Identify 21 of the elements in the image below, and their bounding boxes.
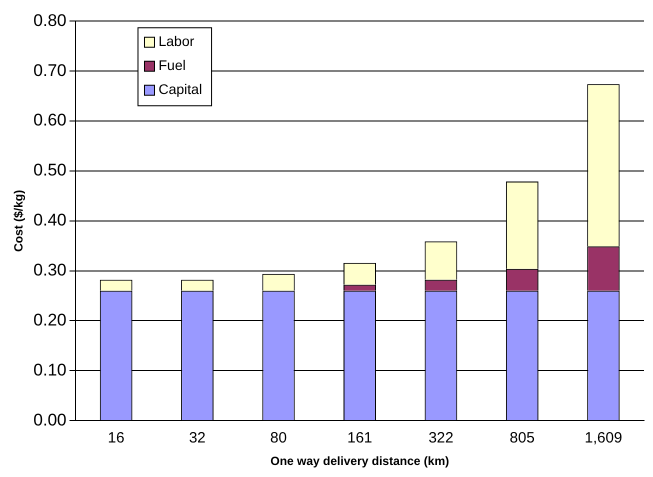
x-tick-label: 32 bbox=[188, 430, 206, 447]
legend-label: Fuel bbox=[158, 57, 186, 74]
y-tick-label: 0.50 bbox=[33, 160, 66, 180]
y-tick-label: 0.10 bbox=[33, 360, 66, 380]
y-tick-label: 0.40 bbox=[33, 210, 66, 230]
y-tick-label: 0.00 bbox=[33, 410, 66, 430]
x-tick-label: 16 bbox=[108, 430, 124, 447]
legend-label: Labor bbox=[158, 33, 195, 50]
x-tick-label: 322 bbox=[428, 430, 454, 447]
y-tick-label: 0.80 bbox=[33, 10, 66, 30]
x-tick-label: 805 bbox=[510, 430, 535, 447]
y-tick-label: 0.30 bbox=[33, 260, 66, 280]
x-tick-label: 80 bbox=[270, 430, 287, 447]
y-tick-label: 0.20 bbox=[33, 310, 66, 330]
x-tick-label: 1,609 bbox=[584, 430, 622, 447]
y-axis-title: Cost ($/kg) bbox=[12, 190, 26, 252]
x-axis-title: One way delivery distance (km) bbox=[270, 454, 450, 468]
y-tick-label: 0.60 bbox=[33, 110, 66, 130]
y-tick-label: 0.70 bbox=[33, 60, 66, 80]
x-tick-label: 161 bbox=[347, 430, 372, 447]
legend-label: Capital bbox=[158, 81, 202, 98]
